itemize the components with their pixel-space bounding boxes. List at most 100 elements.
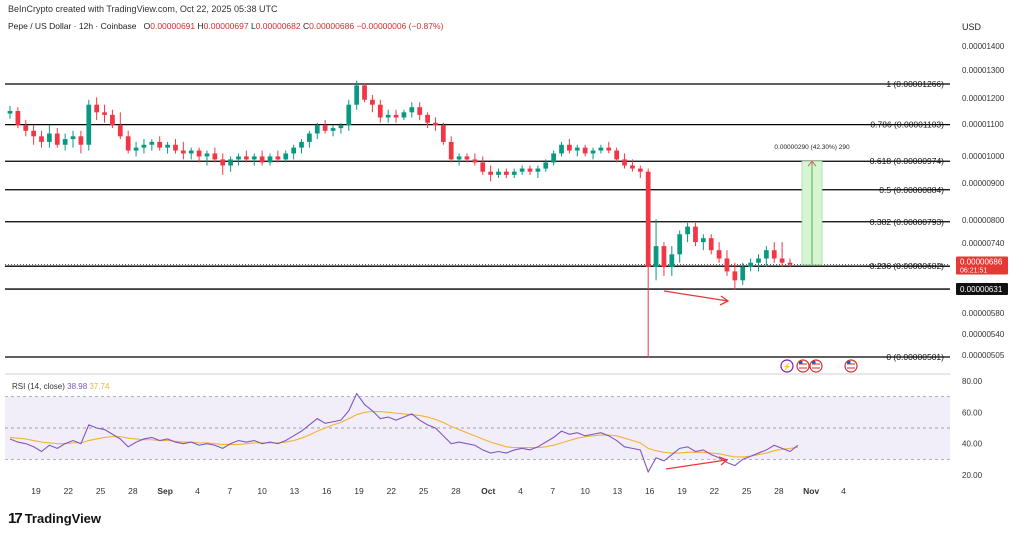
candle-body: [110, 114, 115, 126]
price-tick-label: 0.00001200: [962, 94, 1005, 103]
candle-body: [700, 238, 706, 243]
candle-body: [117, 125, 123, 137]
time-tick-label: 19: [31, 486, 41, 496]
price-tick-label: 0.00000505: [962, 351, 1005, 360]
time-tick-label: 28: [451, 486, 461, 496]
candle-body: [330, 128, 336, 131]
price-tick-label: 0.00000800: [962, 216, 1005, 225]
candle-body: [385, 114, 391, 118]
countdown-value: 06:21:51: [960, 267, 987, 274]
time-tick-label: 19: [677, 486, 687, 496]
rsi-tick-label: 80.00: [962, 377, 983, 386]
candle-body: [543, 162, 549, 169]
candle-body: [346, 104, 352, 126]
candle-body: [15, 111, 21, 126]
candle-body: [559, 144, 564, 154]
support-price-value: 0.00000631: [960, 285, 1003, 294]
fib-level-label: 0.786 (0.00001103): [870, 120, 944, 130]
time-tick-label: 19: [354, 486, 364, 496]
candle-body: [39, 136, 44, 142]
candle-body: [496, 171, 501, 175]
candle-body: [480, 162, 486, 172]
candle-body: [102, 112, 107, 115]
candle-body: [244, 156, 249, 160]
time-tick-label: 10: [580, 486, 590, 496]
candle-body: [771, 250, 777, 259]
time-tick-label: 10: [257, 486, 267, 496]
candle-body: [527, 168, 533, 172]
candle-body: [409, 107, 415, 113]
candle-body: [590, 150, 596, 154]
candle-body: [598, 147, 604, 151]
fib-level-label: 0.382 (0.00000793): [870, 217, 944, 227]
candle-body: [157, 141, 163, 148]
fib-level-label: 0 (0.00000501): [886, 352, 944, 362]
candle-body: [708, 238, 714, 251]
symbol-legend[interactable]: Pepe / US Dollar · 12h · Coinbase O0.000…: [8, 21, 443, 31]
divergence-arrow: [663, 290, 729, 302]
candle-body: [322, 125, 328, 131]
price-tick-label: 0.00001100: [962, 120, 1004, 129]
price-tick-label: 0.00001300: [962, 66, 1005, 75]
candle-body: [504, 171, 509, 175]
candle-body: [62, 139, 68, 145]
projection-label: 0.00000290 (42.30%) 290: [774, 144, 850, 151]
candle-body: [393, 114, 399, 118]
candle-body: [425, 114, 430, 123]
price-tick-label: 0.00000580: [962, 309, 1005, 318]
candle-body: [370, 99, 375, 105]
candle-body: [314, 125, 320, 134]
candle-body: [653, 246, 659, 268]
candle-body: [251, 156, 257, 160]
rsi-legend[interactable]: RSI (14, close) 38.98 37.74: [12, 382, 109, 391]
candle-body: [212, 153, 218, 160]
candle-body: [165, 144, 170, 148]
candle-body: [204, 153, 210, 157]
candle-body: [47, 133, 52, 142]
current-price-tag: [956, 256, 1008, 275]
us-flag-icon-canton: [812, 361, 816, 364]
candle-body: [456, 156, 462, 160]
candle-body: [267, 156, 273, 163]
time-tick-label: 25: [419, 486, 429, 496]
time-tick-label: 13: [290, 486, 300, 496]
time-tick-label: 7: [227, 486, 232, 496]
candle-body: [567, 144, 572, 151]
candle-body: [94, 104, 100, 113]
candle-body: [7, 111, 13, 114]
candle-body: [732, 271, 738, 281]
candle-body: [614, 150, 620, 160]
candle-body: [338, 125, 344, 129]
fib-level-label: 1 (0.00001266): [886, 79, 944, 89]
candle-body: [787, 262, 793, 265]
candle-body: [448, 141, 454, 160]
candle-body: [31, 130, 36, 137]
open-value: 0.00000691: [150, 21, 196, 31]
candle-body: [377, 104, 383, 118]
candle-body: [756, 258, 761, 263]
candle-body: [354, 85, 360, 105]
candle-body: [582, 147, 588, 154]
tradingview-wordmark: TradingView: [24, 511, 102, 526]
candle-body: [535, 168, 541, 172]
candle-body: [716, 250, 722, 259]
candle-body: [401, 112, 407, 118]
candle-body: [693, 226, 698, 243]
candle-body: [606, 147, 612, 151]
candle-body: [228, 159, 233, 166]
candle-body: [488, 171, 493, 175]
candle-body: [779, 258, 785, 263]
time-tick-label: 28: [128, 486, 138, 496]
candle-body: [275, 156, 281, 160]
divergence-arrow-head: [719, 295, 730, 306]
price-tick-label: 0.00000900: [962, 179, 1005, 188]
close-label: C: [303, 21, 310, 31]
tradingview-logo[interactable]: 17 TradingView: [8, 510, 101, 527]
time-tick-label: 22: [710, 486, 720, 496]
projection-arrow-head: [807, 160, 817, 167]
rsi-value: 38.98: [67, 382, 88, 391]
candle-body: [748, 262, 753, 268]
tradingview-mark-icon: 17: [8, 510, 23, 527]
candle-body: [764, 250, 769, 259]
